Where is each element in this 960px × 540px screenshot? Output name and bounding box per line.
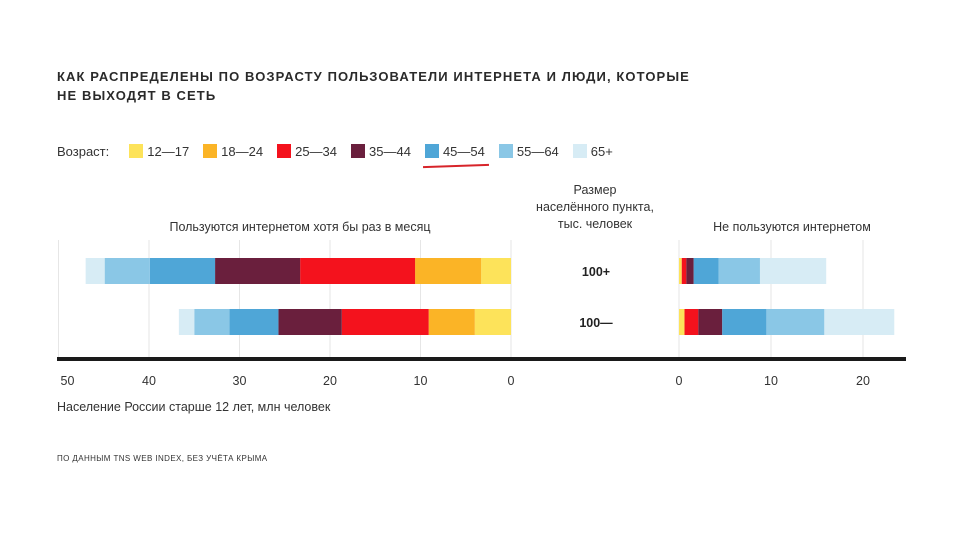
bar-users-100+-25—34 xyxy=(300,258,416,284)
legend-item: 55—64 xyxy=(498,143,559,159)
legend-item-label: 45—54 xyxy=(442,143,485,159)
bar-nonusers-100—-65+ xyxy=(824,309,895,335)
bar-users-100—-12—17 xyxy=(474,309,511,335)
legend-item: 35—44 xyxy=(351,144,411,159)
chart-title-line-2: НЕ ВЫХОДЯТ В СЕТЬ xyxy=(57,88,217,103)
center-header-line: Размер xyxy=(574,183,617,197)
legend-item-label: 25—34 xyxy=(295,143,338,159)
legend-label: Возраст: xyxy=(57,143,110,159)
legend-item: 12—17 xyxy=(129,144,189,159)
legend-item: 18—24 xyxy=(203,144,263,159)
legend-item-label: 55—64 xyxy=(516,143,559,159)
legend-swatch xyxy=(572,144,587,158)
legend-swatch xyxy=(203,144,218,158)
category-label: 100+ xyxy=(582,265,610,279)
bar-users-100—-55—64 xyxy=(194,309,230,335)
legend-item: 45—54 xyxy=(424,143,485,159)
bar-nonusers-100—-45—54 xyxy=(722,309,767,335)
right-panel-title: Не пользуются интернетом xyxy=(713,220,871,234)
tick-label: 0 xyxy=(508,374,515,388)
legend-swatch xyxy=(351,144,366,158)
bar-nonusers-100—-35—44 xyxy=(698,309,723,335)
legend-item-label: 65+ xyxy=(590,143,613,159)
footnote: По данным TNS Web Index, без учёта Крыма xyxy=(57,454,268,463)
bar-nonusers-100+-65+ xyxy=(759,258,827,284)
tick-label: 20 xyxy=(323,374,337,388)
x-axis-line xyxy=(57,357,906,361)
bar-nonusers-100—-25—34 xyxy=(684,309,699,335)
legend-items: 12—17 18—24 25—34 35—44 45—54 55—64 65+ xyxy=(129,144,627,159)
bar-users-100—-65+ xyxy=(178,309,195,335)
bar-users-100—-25—34 xyxy=(341,309,429,335)
left-panel-title: Пользуются интернетом хотя бы раз в меся… xyxy=(169,220,430,234)
bar-nonusers-100+-25—34 xyxy=(681,258,687,284)
legend-item: 65+ xyxy=(572,143,613,159)
bar-nonusers-100—-55—64 xyxy=(766,309,825,335)
tick-label: 0 xyxy=(676,374,683,388)
chart-title-line-1: КАК РАСПРЕДЕЛЕНЫ ПО ВОЗРАСТУ ПОЛЬЗОВАТЕЛ… xyxy=(57,69,690,84)
legend-item-label: 12—17 xyxy=(147,143,190,159)
bar-nonusers-100—-12—17 xyxy=(679,309,685,335)
bar-nonusers-100+-55—64 xyxy=(718,258,760,284)
tick-label: 30 xyxy=(233,374,247,388)
bar-users-100—-35—44 xyxy=(278,309,342,335)
chart-title: КАК РАСПРЕДЕЛЕНЫ ПО ВОЗРАСТУ ПОЛЬЗОВАТЕЛ… xyxy=(57,67,837,105)
tick-label: 40 xyxy=(142,374,156,388)
center-header-line: населённого пункта, xyxy=(536,200,654,214)
bar-users-100+-55—64 xyxy=(104,258,150,284)
x-axis-label: Население России старше 12 лет, млн чело… xyxy=(57,400,331,414)
bar-nonusers-100+-12—17 xyxy=(679,258,682,284)
center-header-line: тыс. человек xyxy=(558,217,633,231)
tick-label: 50 xyxy=(61,374,75,388)
bar-nonusers-100+-35—44 xyxy=(686,258,694,284)
bar-users-100+-35—44 xyxy=(215,258,301,284)
legend-swatch xyxy=(424,144,439,158)
tick-label: 10 xyxy=(764,374,778,388)
legend: Возраст: 12—17 18—24 25—34 35—44 45—54 55—64 6… xyxy=(57,141,627,161)
bar-users-100+-65+ xyxy=(85,258,105,284)
category-label: 100— xyxy=(579,316,613,330)
tick-label: 20 xyxy=(856,374,870,388)
bar-users-100+-45—54 xyxy=(149,258,216,284)
bar-users-100—-45—54 xyxy=(229,309,279,335)
legend-swatch xyxy=(498,144,513,158)
tick-label: 10 xyxy=(414,374,428,388)
legend-swatch xyxy=(129,144,144,158)
bar-users-100+-12—17 xyxy=(481,258,511,284)
bar-users-100+-18—24 xyxy=(415,258,482,284)
legend-item: 25—34 xyxy=(277,144,337,159)
bar-nonusers-100+-45—54 xyxy=(693,258,719,284)
legend-item-label: 35—44 xyxy=(369,143,411,159)
legend-item-label: 18—24 xyxy=(221,143,264,159)
legend-swatch xyxy=(277,144,292,158)
bar-users-100—-18—24 xyxy=(428,309,475,335)
